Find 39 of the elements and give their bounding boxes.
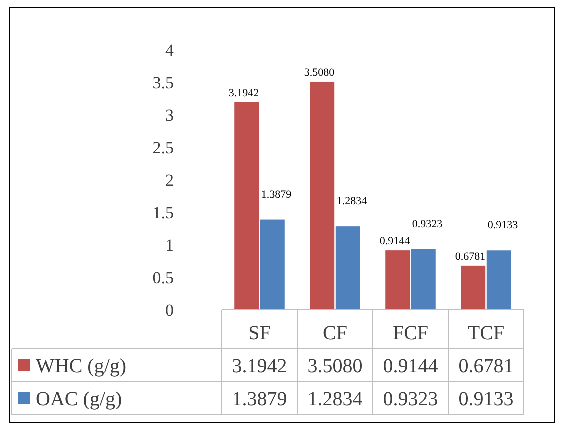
text: 3.1942 — [232, 356, 288, 378]
text: 0.9144 — [380, 236, 410, 248]
text: 3.5080 — [304, 66, 335, 79]
y-tick-label: 3 — [166, 106, 174, 125]
y-tick-label: 1 — [166, 236, 174, 255]
y-tick-label: 2 — [166, 171, 174, 190]
text: 0.9323 — [383, 388, 438, 410]
bar — [411, 249, 436, 310]
x-tick-label: SF — [248, 322, 271, 344]
text: 3.1942 — [228, 87, 260, 100]
text: 0.9144 — [383, 356, 438, 378]
text: 3.5080 — [308, 356, 363, 378]
y-tick-label: 4 — [166, 41, 174, 60]
y-tick-label: 1.5 — [152, 204, 174, 222]
bar — [260, 220, 285, 310]
bar — [486, 250, 512, 310]
y-tick-label: 0 — [166, 301, 174, 320]
bar — [310, 82, 335, 310]
x-tick-label: CF — [323, 322, 348, 344]
y-tick-label: 3.5 — [152, 74, 174, 92]
text: 0.9133 — [458, 388, 514, 410]
x-tick-label: TCF — [468, 322, 505, 344]
bar — [386, 250, 410, 310]
text: 0.6781 — [458, 356, 514, 378]
legend-label: OAC (g/g) — [36, 388, 122, 410]
text: 1.2834 — [308, 388, 363, 410]
text: 1.2834 — [336, 196, 368, 208]
text: 1.3879 — [232, 388, 288, 410]
text: 1.3879 — [261, 188, 292, 201]
bar — [336, 226, 360, 310]
bar — [461, 266, 486, 310]
x-tick-label: FCF — [392, 322, 429, 344]
y-tick-label: 0.5 — [152, 268, 174, 288]
bar — [234, 102, 260, 310]
legend-label: WHC (g/g) — [36, 356, 127, 378]
text: 0.6781 — [455, 250, 486, 263]
y-tick-label: 2.5 — [152, 138, 174, 158]
text: 0.9133 — [488, 220, 518, 232]
text: 0.9323 — [412, 218, 443, 230]
